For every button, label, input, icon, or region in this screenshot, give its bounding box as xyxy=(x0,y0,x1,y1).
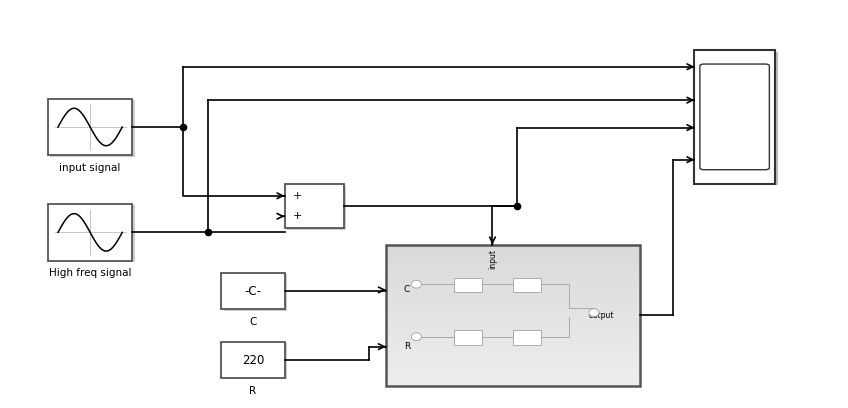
Bar xyxy=(386,259,639,264)
Bar xyxy=(386,344,639,348)
FancyBboxPatch shape xyxy=(221,342,285,378)
Text: output: output xyxy=(589,311,614,320)
Bar xyxy=(386,368,639,372)
Bar xyxy=(386,320,639,325)
Text: input signal: input signal xyxy=(59,163,120,173)
Bar xyxy=(386,330,639,334)
FancyBboxPatch shape xyxy=(224,343,287,379)
Text: R: R xyxy=(249,386,256,395)
Text: -C-: -C- xyxy=(244,285,261,297)
Bar xyxy=(386,315,639,320)
FancyBboxPatch shape xyxy=(513,330,541,344)
Text: C: C xyxy=(404,286,410,295)
Text: C: C xyxy=(249,317,257,327)
Text: 220: 220 xyxy=(242,353,264,366)
Bar xyxy=(386,264,639,268)
Bar xyxy=(386,249,639,254)
Bar xyxy=(386,297,639,301)
FancyBboxPatch shape xyxy=(513,278,541,292)
Bar xyxy=(386,292,639,297)
Bar xyxy=(386,244,639,249)
Bar xyxy=(386,353,639,358)
FancyBboxPatch shape xyxy=(47,99,132,155)
FancyBboxPatch shape xyxy=(698,52,778,185)
Bar xyxy=(386,273,639,277)
Text: +: + xyxy=(293,211,302,221)
Bar xyxy=(386,358,639,363)
Bar xyxy=(386,372,639,377)
Bar xyxy=(386,301,639,306)
Bar xyxy=(386,306,639,311)
Bar xyxy=(386,377,639,381)
FancyBboxPatch shape xyxy=(224,274,287,310)
Bar xyxy=(386,311,639,315)
Bar xyxy=(386,282,639,287)
Text: +: + xyxy=(293,191,302,201)
Bar xyxy=(386,254,639,259)
Text: input: input xyxy=(488,249,497,269)
Bar xyxy=(386,381,639,386)
Bar xyxy=(386,287,639,292)
Ellipse shape xyxy=(411,333,421,341)
Bar xyxy=(386,363,639,368)
FancyBboxPatch shape xyxy=(700,64,769,170)
Bar xyxy=(386,339,639,344)
FancyBboxPatch shape xyxy=(285,184,343,228)
FancyBboxPatch shape xyxy=(455,278,483,292)
FancyBboxPatch shape xyxy=(50,205,135,262)
Text: High freq signal: High freq signal xyxy=(49,268,131,278)
FancyBboxPatch shape xyxy=(287,185,346,230)
FancyBboxPatch shape xyxy=(221,273,285,309)
FancyBboxPatch shape xyxy=(47,204,132,261)
FancyBboxPatch shape xyxy=(50,100,135,157)
Bar xyxy=(386,268,639,273)
Text: R: R xyxy=(404,342,410,351)
Ellipse shape xyxy=(589,309,599,317)
Bar xyxy=(386,334,639,339)
Bar xyxy=(386,348,639,353)
FancyBboxPatch shape xyxy=(695,50,775,184)
Ellipse shape xyxy=(411,280,421,288)
Bar xyxy=(386,325,639,330)
FancyBboxPatch shape xyxy=(455,330,483,344)
Bar xyxy=(386,277,639,282)
